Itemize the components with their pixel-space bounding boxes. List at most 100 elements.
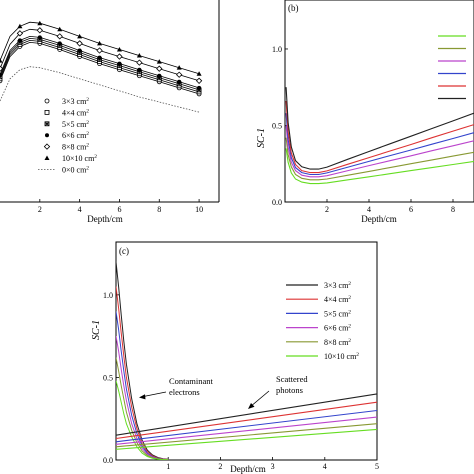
data-point — [176, 65, 182, 70]
annotation-scattered-arrow — [249, 390, 270, 408]
marker-star — [176, 81, 182, 87]
panel-c-label: (c) — [119, 246, 129, 256]
legend-item: 10×10 cm2 — [286, 352, 359, 361]
legend-label: 8×8 cm2 — [324, 338, 351, 347]
marker-shape — [45, 133, 49, 138]
x-tick-label: 3 — [271, 462, 275, 471]
marker-shape — [56, 33, 63, 40]
legend-item: 5×5 cm2 — [44, 120, 89, 129]
legend-label: 4×4 cm2 — [62, 108, 89, 117]
data-point — [157, 73, 162, 78]
marker-shape — [0, 72, 2, 77]
marker-shape — [195, 77, 203, 84]
x-tick-label: 4 — [78, 205, 82, 214]
legend-label: 5×5 cm2 — [62, 120, 89, 129]
marker-star — [77, 50, 82, 55]
marker-shape — [157, 73, 162, 78]
series-line — [0, 66, 200, 113]
marker-star — [57, 43, 62, 48]
marker-shape — [117, 61, 122, 66]
panel-c: (c) 1 2 3 4 5 0.0 0.5 1.0 Depth/cm SC-1 3×3 cm… — [91, 241, 379, 474]
legend-swatch — [44, 155, 50, 160]
panel-b-y-label: SC-1 — [256, 128, 267, 148]
x-tick-label: 2 — [38, 205, 42, 214]
x-tick-label: 8 — [157, 205, 161, 214]
marker-star — [37, 37, 43, 42]
data-point — [0, 74, 3, 80]
marker-shape — [0, 58, 3, 63]
annotation-scattered-line-1: Scattered — [276, 374, 308, 384]
panel-c-x-label: Depth/cm — [230, 464, 266, 474]
data-point — [0, 72, 2, 77]
marker-shape — [43, 143, 51, 150]
legend-item: 3×3 cm2 — [44, 97, 89, 106]
marker-shape — [44, 110, 50, 115]
data-point — [137, 67, 142, 72]
data-point — [57, 41, 62, 46]
annotation-scattered-photons: Scattered photons — [248, 374, 308, 409]
x-tick-label: 2 — [325, 205, 329, 214]
legend-label: 10×10 cm2 — [62, 154, 97, 163]
marker-star — [157, 75, 162, 80]
x-tick-label: 5 — [375, 462, 379, 471]
marker-shape — [37, 20, 43, 26]
series-line-2 — [285, 125, 474, 178]
data-point — [196, 71, 202, 76]
data-point — [37, 20, 43, 26]
data-point — [156, 65, 163, 72]
data-point — [17, 38, 22, 43]
x-tick-label: 10 — [195, 205, 203, 214]
electron-line-0 — [116, 261, 169, 460]
data-point — [96, 47, 103, 54]
legend-item: 8×8 cm2 — [43, 143, 89, 152]
legend-swatch — [45, 133, 49, 138]
photon-line-0 — [116, 393, 377, 436]
marker-shape — [97, 40, 103, 46]
legend-swatch — [44, 98, 50, 104]
marker-star — [137, 69, 142, 74]
panel-b: (b) 2 4 6 8 0.0 0.5 1.0 Depth/cm SC-1 — [256, 0, 474, 224]
marker-shape — [137, 67, 142, 72]
panel-c-series — [116, 261, 377, 460]
data-point — [197, 85, 202, 90]
legend-item: 5×5 cm2 — [286, 309, 351, 318]
data-point — [57, 26, 63, 32]
series-6 — [0, 66, 200, 113]
marker-shape — [57, 41, 62, 46]
data-point — [37, 35, 42, 40]
panel-b-label: (b) — [288, 3, 299, 13]
panel-a-legend: 3×3 cm2 4×4 cm2 5×5 cm2 6×6 cm2 8×8 cm2 10×10… — [38, 97, 97, 174]
y-tick-label: 1.0 — [103, 291, 113, 300]
marker-shape — [17, 38, 22, 43]
marker-shape — [76, 40, 83, 47]
panel-a-series — [0, 20, 203, 113]
marker-star — [97, 57, 102, 62]
data-point — [36, 27, 43, 34]
marker-star — [117, 63, 122, 68]
photon-line-3 — [116, 416, 377, 445]
data-point — [16, 30, 24, 37]
marker-shape — [0, 65, 4, 72]
panel-a-x-label: Depth/cm — [87, 214, 123, 224]
data-point — [195, 77, 203, 84]
marker-shape — [77, 33, 83, 39]
marker-shape — [136, 53, 142, 58]
marker-shape — [176, 65, 182, 70]
data-point — [136, 53, 142, 58]
legend-label: 5×5 cm2 — [324, 309, 351, 318]
panel-b-x-label: Depth/cm — [361, 214, 397, 224]
marker-star — [17, 40, 23, 45]
data-point — [77, 33, 83, 39]
marker-shape — [57, 26, 63, 32]
panel-c-frame — [115, 241, 378, 461]
legend-swatch — [44, 110, 50, 115]
marker-shape — [177, 79, 182, 84]
marker-shape — [96, 47, 103, 54]
legend-item: 0×0 cm2 — [38, 165, 89, 174]
x-tick-label: 8 — [451, 205, 455, 214]
marker-star — [196, 87, 202, 93]
annotation-contaminant-line-2: electrons — [169, 387, 200, 397]
data-point — [56, 33, 63, 40]
x-tick-label: 6 — [409, 205, 413, 214]
series-line-1 — [285, 137, 474, 181]
